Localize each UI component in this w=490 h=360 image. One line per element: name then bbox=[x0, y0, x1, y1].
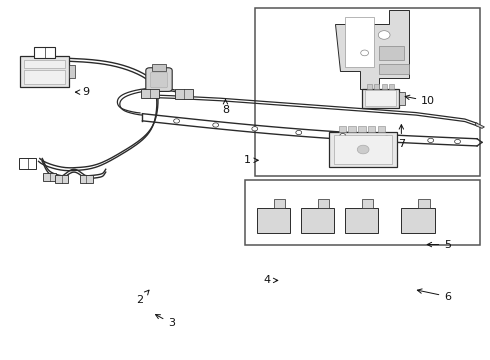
Text: 10: 10 bbox=[405, 95, 435, 106]
Text: 8: 8 bbox=[222, 99, 229, 115]
Bar bbox=[389, 84, 394, 89]
Bar bbox=[374, 84, 379, 89]
Bar bbox=[379, 64, 409, 75]
Bar bbox=[401, 208, 435, 233]
Bar bbox=[362, 199, 373, 208]
Bar bbox=[358, 126, 366, 132]
Bar bbox=[339, 126, 346, 132]
Bar bbox=[348, 126, 356, 132]
Bar bbox=[175, 89, 193, 99]
Bar bbox=[365, 90, 396, 107]
Text: 2: 2 bbox=[136, 290, 149, 305]
Polygon shape bbox=[345, 17, 374, 67]
Text: 5: 5 bbox=[427, 239, 451, 249]
Text: 9: 9 bbox=[75, 87, 90, 97]
Bar bbox=[345, 208, 378, 233]
Bar bbox=[257, 208, 291, 233]
Bar bbox=[34, 47, 55, 58]
Bar bbox=[379, 46, 404, 60]
Circle shape bbox=[384, 136, 390, 140]
Bar bbox=[399, 92, 405, 105]
Text: 1: 1 bbox=[244, 155, 258, 165]
Bar bbox=[378, 126, 385, 132]
Circle shape bbox=[340, 134, 345, 138]
Bar bbox=[152, 64, 166, 71]
Bar bbox=[69, 66, 75, 78]
Bar bbox=[362, 89, 399, 108]
Polygon shape bbox=[476, 123, 485, 129]
Text: 7: 7 bbox=[398, 125, 405, 149]
Circle shape bbox=[357, 145, 369, 154]
Bar bbox=[255, 8, 480, 176]
Bar bbox=[24, 70, 65, 84]
Bar bbox=[43, 173, 56, 181]
Circle shape bbox=[296, 130, 302, 135]
Bar bbox=[334, 135, 392, 164]
Bar bbox=[382, 84, 387, 89]
Bar bbox=[301, 208, 334, 233]
Circle shape bbox=[252, 127, 258, 131]
Bar bbox=[367, 84, 372, 89]
Bar bbox=[318, 199, 329, 208]
Bar bbox=[274, 199, 286, 208]
Circle shape bbox=[173, 119, 179, 123]
Bar bbox=[418, 199, 430, 208]
Polygon shape bbox=[335, 10, 409, 89]
Circle shape bbox=[428, 138, 434, 143]
Text: 4: 4 bbox=[264, 275, 278, 285]
Bar bbox=[80, 175, 93, 183]
Circle shape bbox=[213, 123, 219, 127]
Circle shape bbox=[378, 31, 390, 39]
Circle shape bbox=[455, 139, 461, 144]
Circle shape bbox=[361, 50, 368, 56]
Text: 6: 6 bbox=[417, 289, 451, 302]
Bar bbox=[20, 56, 69, 87]
Bar bbox=[368, 126, 375, 132]
Bar bbox=[141, 89, 159, 98]
Bar bbox=[19, 158, 36, 169]
FancyBboxPatch shape bbox=[146, 68, 172, 91]
Bar bbox=[24, 60, 65, 68]
Bar bbox=[55, 175, 68, 183]
Bar bbox=[245, 180, 480, 244]
FancyBboxPatch shape bbox=[151, 72, 167, 88]
Text: 3: 3 bbox=[155, 315, 175, 328]
Bar bbox=[329, 132, 397, 167]
